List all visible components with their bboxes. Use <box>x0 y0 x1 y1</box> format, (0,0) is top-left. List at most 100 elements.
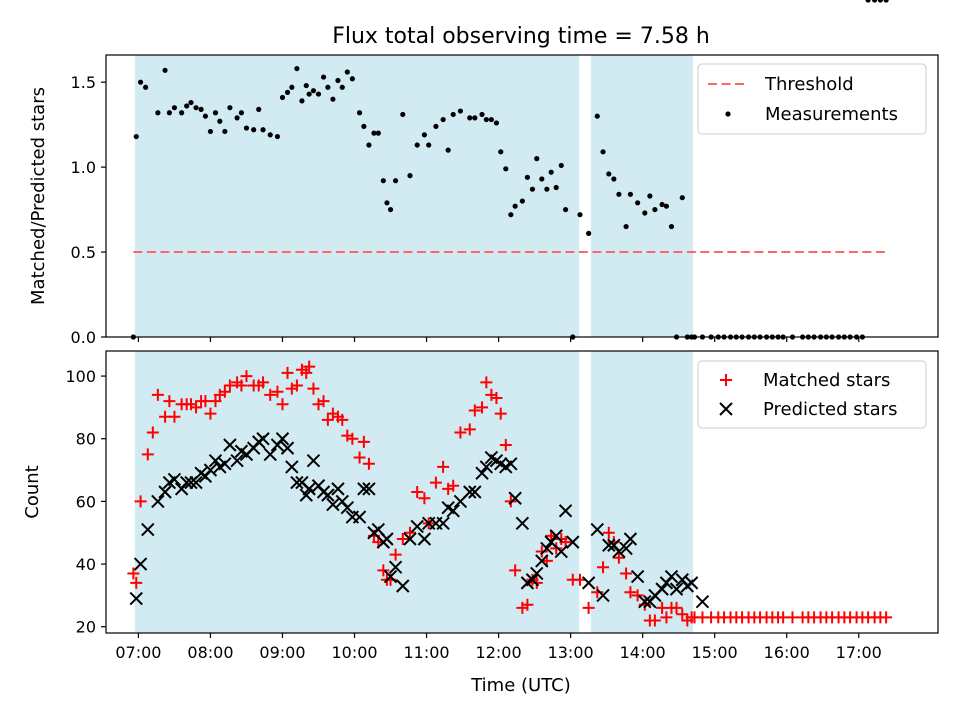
measurement-point <box>222 128 228 135</box>
measurement-point <box>407 173 413 179</box>
predicted-star-marker <box>275 432 290 446</box>
measurement-point <box>433 123 439 129</box>
measurement-point <box>260 127 266 133</box>
matched-star-marker <box>127 567 140 580</box>
matched-star-marker <box>281 366 294 379</box>
x-tick-label-6: 13:00 <box>548 643 594 662</box>
matched-star-marker <box>130 576 143 589</box>
predicted-star-marker <box>306 453 321 468</box>
matched-star-marker <box>209 395 222 408</box>
bottom-y-tick-label-4: 100 <box>65 367 96 386</box>
measurement-point <box>872 0 878 3</box>
matched-star-marker <box>437 460 450 473</box>
predicted-star-marker <box>203 463 218 477</box>
predicted-star-marker <box>436 516 450 531</box>
x-tick-label-8: 15:00 <box>692 643 738 662</box>
measurement-point <box>883 0 889 3</box>
predicted-star-marker <box>151 494 165 509</box>
measurement-point <box>133 133 139 140</box>
measurement-point <box>162 67 168 73</box>
predicted-star-marker <box>581 576 596 590</box>
top-y-tick-label-2: 1.0 <box>71 158 96 177</box>
x-tick-label-4: 11:00 <box>403 643 449 662</box>
predicted-star-marker <box>525 573 540 587</box>
measurement-point <box>606 171 612 177</box>
predicted-star-marker <box>515 516 530 531</box>
x-tick-label-10: 17:00 <box>836 643 882 662</box>
measurement-point <box>143 84 149 90</box>
predicted-star-marker <box>684 576 699 590</box>
predicted-star-marker <box>340 500 355 515</box>
predicted-star-marker <box>326 497 340 512</box>
predicted-star-marker <box>623 532 638 546</box>
predicted-star-marker <box>566 535 580 549</box>
measurement-point <box>457 108 464 114</box>
bottom-y-tick-label-0: 20 <box>76 618 96 637</box>
matched-star-marker <box>648 614 661 627</box>
matched-star-marker <box>480 376 493 389</box>
measurement-point <box>600 149 606 155</box>
measurement-point <box>877 0 883 3</box>
matched-star-marker <box>396 533 409 545</box>
measurement-point <box>325 84 331 90</box>
matched-star-marker <box>602 526 615 539</box>
predicted-star-marker <box>554 544 568 559</box>
measurement-point <box>553 184 559 191</box>
matched-star-marker <box>494 407 507 420</box>
predicted-star-marker <box>695 594 710 609</box>
measurement-point <box>279 94 286 101</box>
matched-star-marker <box>403 526 416 539</box>
matched-star-marker <box>357 435 370 448</box>
measurement-points <box>130 0 889 340</box>
top-panel-axes-ticks: 0.0 0.5 1.0 1.5 <box>71 73 860 347</box>
x-tick-label-7: 14:00 <box>620 643 666 662</box>
predicted-star-marker <box>475 466 489 480</box>
bottom-panel-legend: Matched stars Predicted stars <box>697 360 927 429</box>
matched-star-marker <box>300 366 313 379</box>
measurement-point <box>642 210 648 216</box>
measurement-point <box>577 212 583 218</box>
matched-star-marker <box>257 376 270 389</box>
predicted-star-marker <box>669 582 684 596</box>
matched-star-marker <box>199 395 212 408</box>
top-y-tick-label-1: 0.5 <box>71 243 96 262</box>
measurement-point <box>503 166 509 172</box>
predicted-star-marker <box>141 522 155 537</box>
measurement-point <box>188 99 194 106</box>
matched-star-marker <box>223 379 236 392</box>
predicted-star-marker <box>403 532 417 546</box>
x-tick-label-5: 12:00 <box>476 643 522 662</box>
predicted-star-marker <box>530 566 544 581</box>
matched-star-marker <box>418 492 431 505</box>
bottom-panel-frame <box>105 350 939 634</box>
measurement-point <box>594 113 600 119</box>
predicted-star-marker <box>263 447 277 462</box>
legend-matched-swatch <box>720 374 732 386</box>
predicted-star-marker <box>596 588 610 603</box>
legend-measurements-label: Measurements <box>765 104 898 125</box>
measurement-point <box>488 116 494 123</box>
predicted-star-marker <box>590 522 604 537</box>
matched-star-marker <box>134 495 147 508</box>
matched-star-marker <box>240 370 253 383</box>
predicted-star-marker <box>468 485 482 499</box>
measurement-point <box>421 132 427 138</box>
matched-star-marker <box>447 479 460 492</box>
matched-star-marker <box>190 401 203 414</box>
matched-star-marker <box>303 360 316 373</box>
matched-star-marker <box>389 548 402 561</box>
measurement-point <box>339 84 345 90</box>
matched-star-marker <box>163 395 176 408</box>
matched-stars-points <box>127 360 893 627</box>
measurement-point <box>380 178 386 184</box>
measurement-point <box>238 110 245 116</box>
measurement-point <box>539 176 545 182</box>
measurement-point <box>472 115 478 121</box>
bottom-y-tick-label-1: 40 <box>76 555 96 574</box>
measurement-point <box>668 223 675 230</box>
measurement-point <box>306 91 312 97</box>
matched-star-marker <box>624 586 637 599</box>
x-tick-label-9: 16:00 <box>764 643 810 662</box>
matched-star-marker <box>535 545 548 558</box>
matched-star-marker <box>429 476 442 489</box>
